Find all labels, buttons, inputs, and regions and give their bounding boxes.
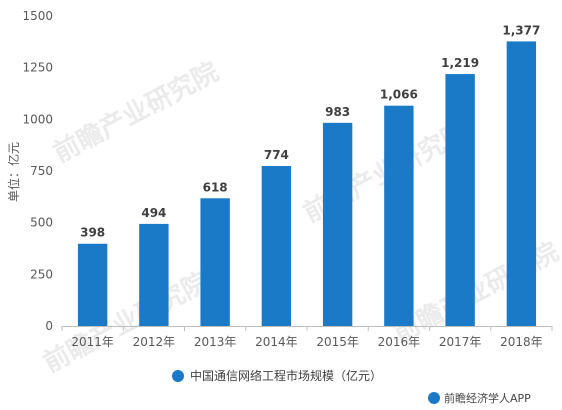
- source-badge: 前瞻经济学人APP: [428, 391, 531, 405]
- bar: [139, 223, 169, 326]
- x-tick-label: 2011年: [71, 335, 114, 349]
- x-tick-label: 2017年: [439, 335, 482, 349]
- y-tick-label: 0: [45, 319, 53, 333]
- x-axis: 2011年 2012年 2013年 2014年 2015年 2016年 2017年 2018年: [61, 326, 553, 349]
- bar: [200, 198, 230, 326]
- data-label: 494: [141, 206, 166, 220]
- source-badge-text: 前瞻经济学人APP: [444, 391, 531, 405]
- x-tick-label: 2015年: [316, 335, 359, 349]
- legend-label: 中国通信网络工程市场规模（亿元）: [190, 368, 382, 383]
- watermark-text: 前瞻产业研究院: [48, 56, 223, 169]
- y-tick-label: 750: [30, 164, 53, 178]
- x-tick-label: 2016年: [378, 335, 421, 349]
- watermark-text: 前瞻产业研究院: [38, 266, 213, 379]
- x-tick-label: 2018年: [500, 335, 543, 349]
- bar: [506, 41, 537, 327]
- x-tick-label: 2013年: [194, 335, 237, 349]
- y-tick-label: 1000: [22, 112, 53, 126]
- y-tick-label: 500: [30, 216, 53, 230]
- data-label: 774: [264, 148, 289, 162]
- y-tick-label: 1500: [22, 9, 53, 23]
- y-axis-label: 单位：亿元: [6, 142, 21, 202]
- legend: 中国通信网络工程市场规模（亿元）: [172, 368, 382, 383]
- bar: [261, 166, 292, 326]
- bar: [384, 105, 414, 327]
- legend-marker: [172, 370, 184, 382]
- bars: 398 494 618 774 983 1,066 1,219 1,377: [77, 23, 540, 327]
- x-tick-label: 2014年: [255, 335, 298, 349]
- source-logo-icon: [428, 392, 440, 404]
- bar: [77, 243, 108, 326]
- data-label: 1,066: [380, 88, 418, 102]
- bar: [445, 74, 475, 326]
- x-tick-label: 2012年: [133, 335, 176, 349]
- data-label: 1,377: [502, 23, 540, 37]
- data-label: 1,219: [441, 56, 479, 70]
- watermark: 前瞻产业研究院前瞻产业研究院前瞻产业研究院前瞻产业研究院: [38, 56, 562, 379]
- bar: [322, 122, 353, 326]
- y-tick-label: 250: [30, 267, 53, 281]
- data-label: 618: [203, 180, 228, 194]
- data-label: 398: [80, 226, 105, 240]
- data-label: 983: [325, 105, 350, 119]
- y-axis: 0 250 500 750 1000 1250 1500: [22, 9, 53, 333]
- y-tick-label: 1250: [22, 61, 53, 75]
